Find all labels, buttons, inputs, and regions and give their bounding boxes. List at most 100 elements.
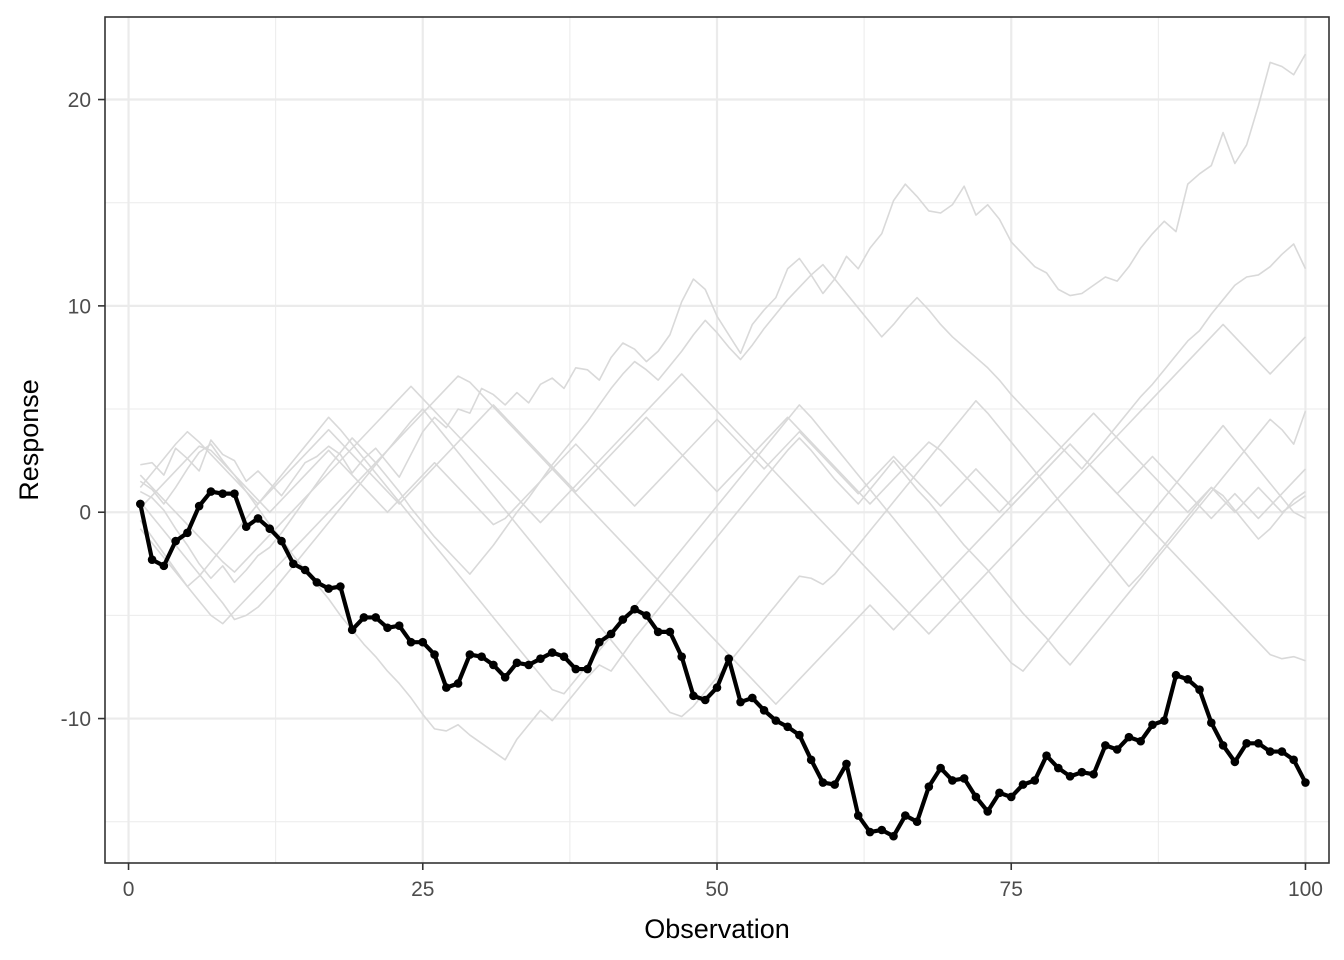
highlight-point <box>206 487 216 496</box>
highlight-point <box>430 650 439 659</box>
highlight-point <box>289 559 298 569</box>
y-axis: -10 0 10 20 <box>61 89 105 731</box>
highlight-point <box>1195 685 1204 694</box>
highlight-point <box>524 660 533 670</box>
highlight-point <box>901 811 910 820</box>
highlight-point <box>1171 670 1181 680</box>
highlight-point <box>477 652 486 661</box>
highlight-point <box>995 788 1004 798</box>
highlight-point <box>853 811 863 820</box>
highlight-point <box>1159 716 1169 725</box>
x-tick-label: 75 <box>1000 878 1023 901</box>
x-axis: 0 25 50 75 100 <box>123 863 1323 901</box>
highlight-point <box>1301 778 1310 787</box>
highlight-point <box>442 683 451 692</box>
highlight-point <box>677 652 686 661</box>
highlight-point <box>300 565 310 575</box>
highlight-point <box>736 697 745 707</box>
highlight-point <box>1101 741 1110 750</box>
highlight-point <box>336 582 345 591</box>
highlight-point <box>1006 792 1016 802</box>
highlight-point <box>1265 747 1275 756</box>
highlight-point <box>406 637 416 647</box>
highlight-point <box>877 825 887 835</box>
highlight-point <box>1018 780 1028 789</box>
highlight-point <box>865 827 875 837</box>
highlight-point <box>136 499 145 509</box>
highlight-point <box>1289 755 1298 765</box>
highlight-point <box>1112 745 1122 754</box>
highlight-point <box>1065 772 1075 781</box>
highlight-point <box>383 623 392 633</box>
highlight-point <box>1148 720 1157 730</box>
highlight-point <box>653 627 663 637</box>
highlight-point <box>1277 747 1287 756</box>
x-tick-label: 0 <box>123 878 135 901</box>
highlight-point <box>971 792 981 802</box>
highlight-point <box>265 524 275 534</box>
highlight-point <box>630 604 639 614</box>
highlight-point <box>347 625 357 635</box>
highlight-point <box>1089 769 1098 779</box>
highlight-point <box>253 514 263 523</box>
highlight-point <box>583 664 592 674</box>
highlight-point <box>1077 767 1087 777</box>
highlight-point <box>618 615 628 624</box>
background-series-line-1 <box>140 53 1307 497</box>
highlight-point <box>359 613 369 622</box>
highlight-point <box>771 716 781 725</box>
x-tick-label: 25 <box>411 878 434 901</box>
highlight-point <box>1042 751 1051 760</box>
highlight-point <box>183 528 192 538</box>
highlight-point <box>724 654 734 664</box>
highlight-point <box>512 658 522 668</box>
y-tick-label: -10 <box>61 708 91 731</box>
highlight-point <box>842 759 851 769</box>
highlight-point <box>277 536 286 546</box>
highlight-point <box>536 654 545 664</box>
background-series-line-5 <box>139 404 1306 695</box>
highlight-point <box>1207 718 1216 727</box>
highlight-point <box>689 691 698 701</box>
highlight-point <box>1030 776 1040 785</box>
highlight-point <box>700 695 710 705</box>
highlight-point <box>595 637 604 647</box>
background-series-line-9 <box>139 404 1306 514</box>
highlight-point <box>712 683 722 692</box>
highlight-series-line <box>138 489 1308 839</box>
highlight-point <box>1183 675 1193 684</box>
highlight-point <box>948 776 957 785</box>
y-axis-title: Response <box>14 379 44 501</box>
highlight-point <box>795 730 804 740</box>
highlight-point <box>500 672 510 682</box>
highlight-point <box>194 501 204 511</box>
highlight-point <box>394 621 404 631</box>
highlight-point <box>559 652 569 661</box>
highlight-point <box>241 522 251 531</box>
highlight-point <box>830 780 839 789</box>
highlight-point <box>453 679 463 688</box>
highlight-point <box>1230 757 1240 767</box>
y-tick-label: 20 <box>68 89 91 112</box>
highlight-point <box>1254 739 1263 748</box>
background-series-line-8 <box>139 418 1307 526</box>
highlight-point <box>489 660 498 670</box>
highlight-point <box>783 722 792 732</box>
highlight-point <box>371 613 380 622</box>
x-axis-title: Observation <box>644 914 790 944</box>
highlight-point <box>218 489 227 498</box>
highlight-point <box>806 755 816 765</box>
highlight-point <box>312 578 322 587</box>
highlight-point <box>418 637 428 647</box>
highlight-point <box>959 774 969 783</box>
highlight-point <box>324 584 333 593</box>
highlight-point <box>1054 763 1063 773</box>
highlight-point <box>1242 739 1251 748</box>
background-series-line-6 <box>139 323 1307 635</box>
highlight-point <box>642 611 651 620</box>
x-tick-label: 50 <box>705 878 728 901</box>
major-gridlines <box>105 17 1329 863</box>
highlight-point <box>230 489 239 498</box>
highlight-point <box>1218 741 1228 750</box>
